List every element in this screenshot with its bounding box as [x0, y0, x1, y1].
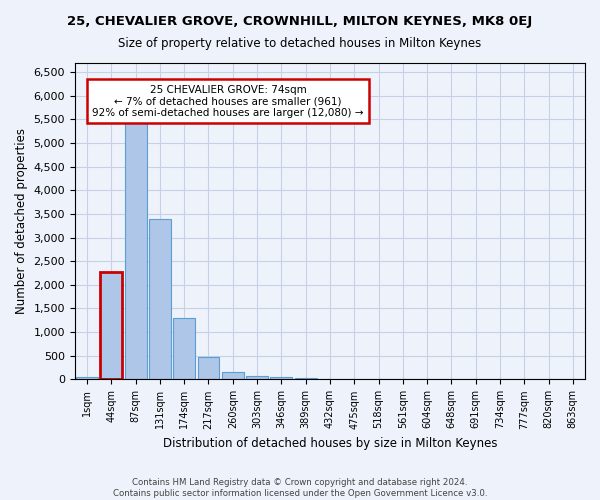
Bar — [197, 356, 220, 380]
Bar — [271, 377, 292, 380]
Bar — [100, 272, 122, 380]
X-axis label: Distribution of detached houses by size in Milton Keynes: Distribution of detached houses by size … — [163, 437, 497, 450]
Bar — [222, 372, 244, 380]
Text: Contains HM Land Registry data © Crown copyright and database right 2024.
Contai: Contains HM Land Registry data © Crown c… — [113, 478, 487, 498]
Bar — [295, 378, 317, 380]
Bar — [149, 219, 171, 380]
Text: 25, CHEVALIER GROVE, CROWNHILL, MILTON KEYNES, MK8 0EJ: 25, CHEVALIER GROVE, CROWNHILL, MILTON K… — [67, 15, 533, 28]
Y-axis label: Number of detached properties: Number of detached properties — [15, 128, 28, 314]
Bar — [125, 122, 146, 380]
Bar — [173, 318, 195, 380]
Bar — [76, 376, 98, 380]
Text: 25 CHEVALIER GROVE: 74sqm
← 7% of detached houses are smaller (961)
92% of semi-: 25 CHEVALIER GROVE: 74sqm ← 7% of detach… — [92, 84, 364, 118]
Bar — [246, 376, 268, 380]
Text: Size of property relative to detached houses in Milton Keynes: Size of property relative to detached ho… — [118, 38, 482, 51]
